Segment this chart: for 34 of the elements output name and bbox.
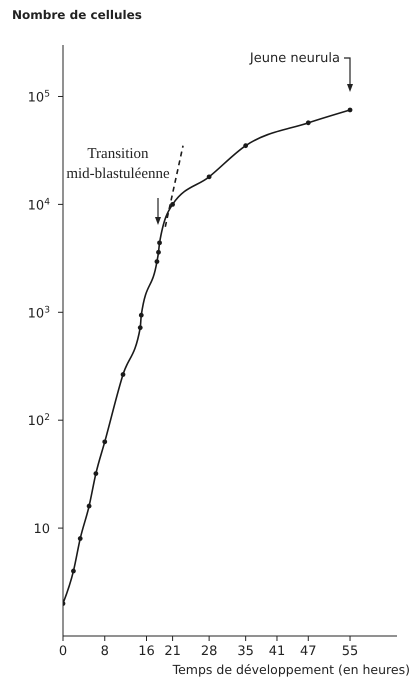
x-tick-label: 16 <box>138 644 155 659</box>
y-tick-label: 10$^{4}$ <box>28 197 50 214</box>
x-tick-label: 47 <box>300 644 317 659</box>
y-axis-title: Nombre de cellules <box>12 8 142 22</box>
point <box>154 259 160 264</box>
point <box>78 536 83 541</box>
y-tick-label: 10$^{3}$ <box>28 305 50 322</box>
y-tick-label: 10$^{2}$ <box>28 413 50 430</box>
point <box>306 120 311 126</box>
y-tick-label: 10$^{5}$ <box>28 89 50 106</box>
x-tick-label: 55 <box>342 644 358 659</box>
x-tick-label: 41 <box>268 644 286 659</box>
point <box>71 568 76 574</box>
y-tick-label: 10 <box>33 522 50 538</box>
annotation: Transition mid-blastuléenne <box>66 146 170 182</box>
annotation: Jeune neurula <box>248 51 340 66</box>
point <box>243 143 248 148</box>
point <box>120 372 126 377</box>
x-tick-label: 0 <box>58 644 68 659</box>
point <box>86 504 92 508</box>
x-tick-label: 28 <box>200 644 218 659</box>
point <box>102 439 108 444</box>
point <box>206 174 212 180</box>
x-axis-title: Temps de développement (en heures) <box>172 662 410 677</box>
x-tick-label: 21 <box>164 644 181 659</box>
point <box>138 312 144 318</box>
point <box>170 202 175 207</box>
point <box>348 108 352 112</box>
x-tick-label: 8 <box>100 644 109 659</box>
point <box>138 325 143 330</box>
point <box>93 471 98 476</box>
point <box>156 250 161 255</box>
x-tick-label: 35 <box>237 644 254 659</box>
point <box>157 240 162 246</box>
